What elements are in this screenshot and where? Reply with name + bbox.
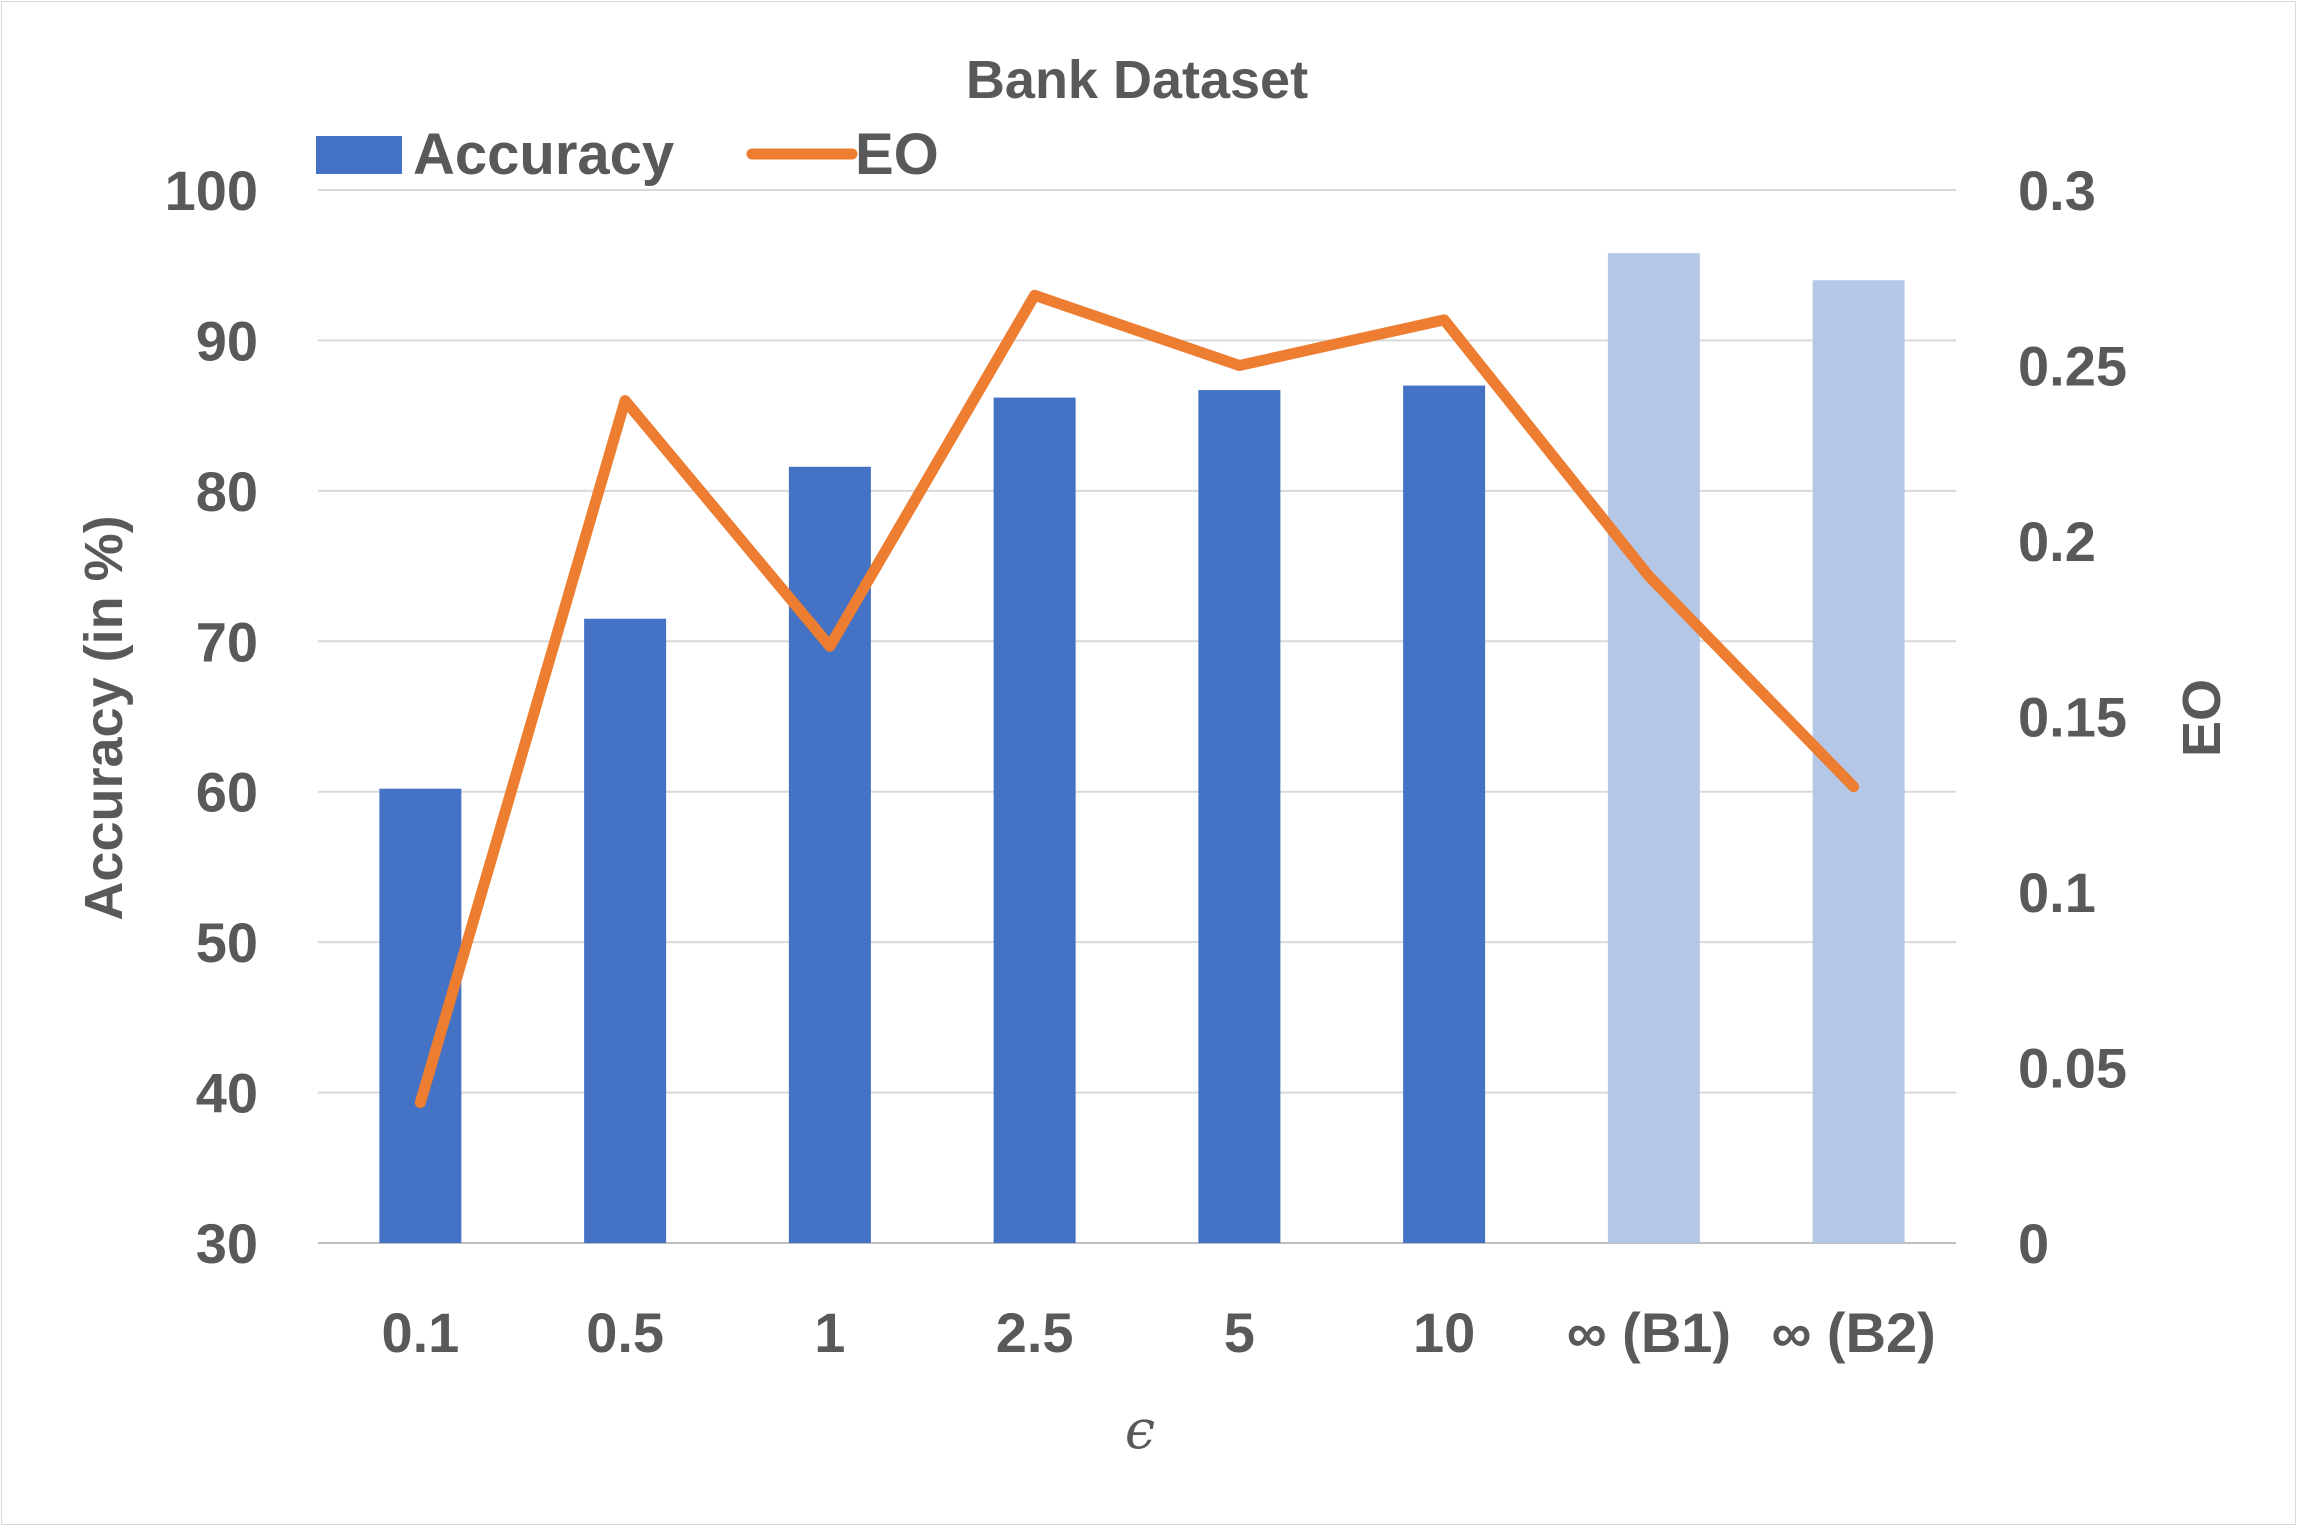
- y-right-tick-label: 0.1: [2018, 861, 2096, 924]
- y-axis-left-title: Accuracy (in %): [74, 515, 134, 920]
- x-tick-label: 0.1: [381, 1301, 459, 1364]
- y-left-tick-label: 100: [165, 159, 258, 222]
- accuracy-bar: [1403, 385, 1486, 1243]
- x-tick-label: ∞ (B2): [1771, 1301, 1935, 1364]
- accuracy-bar: [1607, 253, 1700, 1243]
- y-axis-right-title: EO: [2172, 679, 2232, 757]
- y-right-tick-label: 0.05: [2018, 1037, 2127, 1100]
- y-right-tick-label: 0.2: [2018, 510, 2096, 573]
- y-axis-left-ticks: 30 40 50 60 70 80 90 100: [165, 159, 258, 1275]
- chart-title: Bank Dataset: [966, 50, 1308, 110]
- y-left-tick-label: 30: [196, 1212, 258, 1275]
- y-left-tick-label: 90: [196, 309, 258, 372]
- x-tick-label: 0.5: [586, 1301, 664, 1364]
- y-right-tick-label: 0.3: [2018, 159, 2096, 222]
- eo-line-group: [414, 289, 1860, 1109]
- y-right-tick-label: 0: [2018, 1212, 2049, 1275]
- y-left-tick-label: 70: [196, 610, 258, 673]
- eo-line: [414, 289, 1860, 1109]
- x-axis-title: ϵ: [1125, 1398, 1155, 1461]
- y-left-tick-label: 50: [196, 911, 258, 974]
- y-left-tick-label: 80: [196, 460, 258, 523]
- y-left-tick-label: 60: [196, 761, 258, 824]
- x-tick-label: ∞ (B1): [1567, 1301, 1731, 1364]
- accuracy-bar: [1198, 390, 1281, 1243]
- legend: Accuracy EO: [316, 122, 939, 187]
- accuracy-bars: [379, 253, 1905, 1243]
- y-right-tick-label: 0.15: [2018, 686, 2127, 749]
- y-right-tick-label: 0.25: [2018, 335, 2127, 398]
- accuracy-bar: [993, 397, 1076, 1243]
- x-tick-label: 1: [814, 1301, 845, 1364]
- legend-accuracy-label: Accuracy: [413, 122, 674, 187]
- x-axis-ticks: 0.1 0.5 1 2.5 5 10 ∞ (B1) ∞ (B2): [381, 1301, 1935, 1364]
- legend-accuracy-swatch: [316, 136, 402, 174]
- y-axis-right-ticks: 0 0.05 0.1 0.15 0.2 0.25 0.3: [2018, 159, 2127, 1275]
- x-tick-label: 2.5: [996, 1301, 1074, 1364]
- x-tick-label: 5: [1224, 1301, 1255, 1364]
- x-tick-label: 10: [1413, 1301, 1475, 1364]
- y-left-tick-label: 40: [196, 1062, 258, 1125]
- accuracy-bar: [584, 618, 667, 1243]
- gridlines: [318, 189, 1956, 1244]
- legend-eo-label: EO: [855, 122, 939, 187]
- accuracy-bar: [788, 466, 871, 1243]
